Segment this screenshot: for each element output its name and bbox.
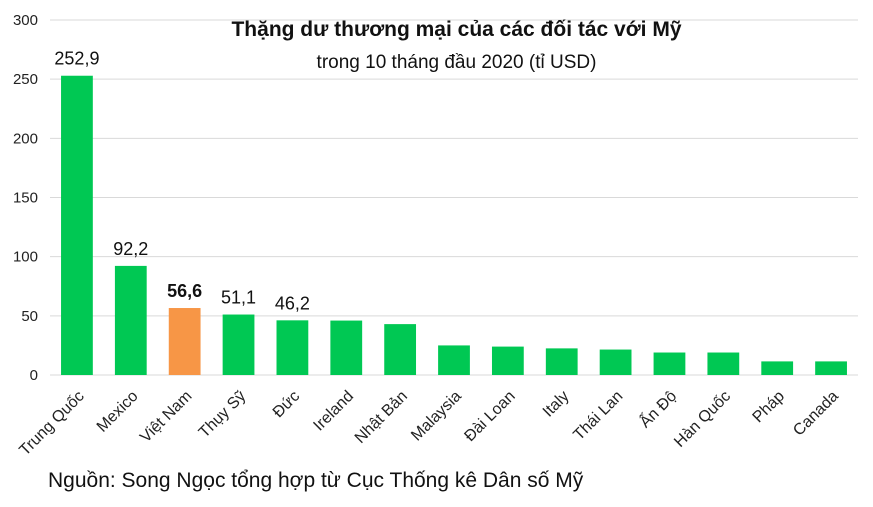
y-tick-label: 50 [21, 308, 38, 325]
chart-subtitle: trong 10 tháng đầu 2020 (tỉ USD) [316, 52, 597, 73]
bar [384, 324, 417, 375]
x-tick-label: Đức [270, 388, 303, 421]
x-tick-label: Ireland [310, 388, 357, 435]
bar [815, 361, 847, 375]
bar [222, 314, 255, 375]
y-axis: 0 50 100 150 200 250 300 [13, 12, 38, 384]
bar [761, 361, 794, 375]
x-tick-label: Canada [790, 388, 842, 440]
y-tick-label: 100 [13, 249, 38, 266]
x-tick-label: Mexico [94, 388, 142, 436]
data-label: 252,9 [54, 49, 99, 69]
x-tick-label: Trung Quốc [16, 388, 87, 459]
bar [599, 349, 632, 375]
chart-title: Thặng dư thương mại của các đối tác với … [231, 18, 682, 41]
x-tick-label: Thụy Sỹ [196, 388, 250, 442]
y-tick-label: 150 [13, 190, 38, 207]
data-label: 56,6 [167, 281, 202, 301]
x-tick-label: Nhật Bản [352, 388, 411, 447]
y-tick-label: 250 [13, 71, 38, 88]
x-tick-label: Pháp [750, 388, 789, 427]
x-tick-label: Đài Loan [461, 388, 518, 445]
bar [114, 265, 147, 375]
bar [276, 320, 309, 375]
y-tick-label: 200 [13, 130, 38, 147]
source-note: Nguồn: Song Ngọc tổng hợp từ Cục Thống k… [48, 469, 584, 492]
bars [61, 75, 847, 376]
x-tick-label: Thái Lan [570, 388, 626, 444]
bar [545, 348, 578, 375]
bar [707, 352, 740, 375]
data-label: 92,2 [113, 239, 148, 259]
data-label: 51,1 [221, 288, 256, 308]
y-tick-label: 300 [13, 12, 38, 29]
bar [438, 345, 470, 375]
bar [330, 320, 363, 375]
x-tick-label: Hàn Quốc [671, 388, 734, 451]
x-tick-label: Malaysia [408, 388, 465, 445]
bar [653, 352, 686, 375]
bar [491, 346, 524, 375]
data-labels: 252,9 92,2 56,6 51,1 46,2 [54, 49, 310, 314]
x-tick-label: Ấn Độ [635, 386, 680, 431]
bar [168, 308, 201, 375]
data-label: 46,2 [275, 293, 310, 313]
x-tick-label: Việt Nam [137, 388, 195, 446]
x-tick-label: Italy [540, 388, 573, 421]
y-tick-label: 0 [30, 367, 38, 384]
bar [61, 75, 93, 376]
